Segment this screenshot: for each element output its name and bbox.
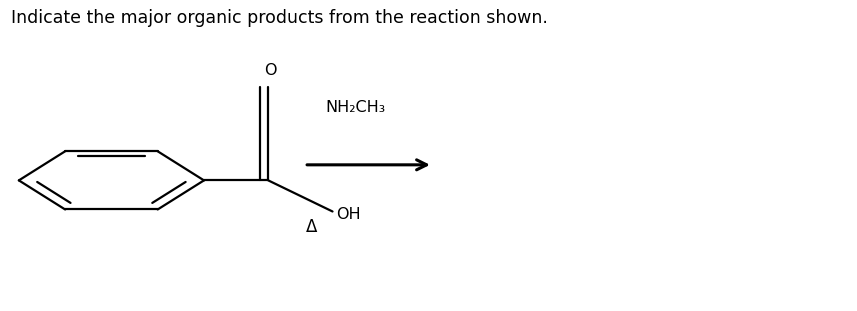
Text: Indicate the major organic products from the reaction shown.: Indicate the major organic products from… bbox=[11, 9, 548, 27]
Text: OH: OH bbox=[336, 207, 361, 222]
Text: Δ: Δ bbox=[305, 218, 317, 236]
Text: NH₂CH₃: NH₂CH₃ bbox=[326, 100, 386, 115]
Text: O: O bbox=[265, 63, 277, 78]
